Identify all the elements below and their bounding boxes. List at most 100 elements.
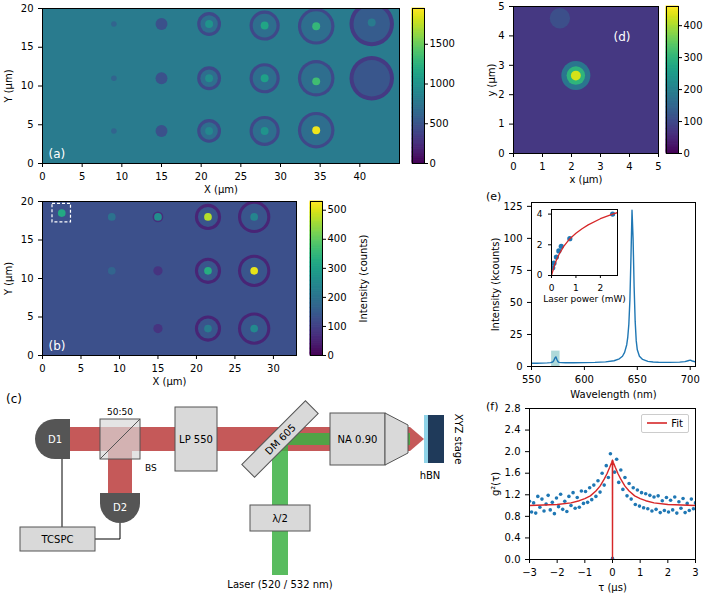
svg-text:30: 30 <box>274 171 287 182</box>
svg-text:BS: BS <box>145 463 157 473</box>
svg-text:1.2: 1.2 <box>505 489 521 500</box>
svg-text:0: 0 <box>27 350 33 361</box>
svg-text:0: 0 <box>609 567 615 578</box>
svg-text:2.8: 2.8 <box>505 403 521 414</box>
svg-text:100: 100 <box>328 321 347 332</box>
svg-text:25: 25 <box>229 363 242 374</box>
svg-text:(a): (a) <box>49 147 66 161</box>
svg-text:5: 5 <box>655 161 661 172</box>
svg-text:75: 75 <box>510 265 523 276</box>
svg-text:20: 20 <box>195 171 208 182</box>
svg-text:Intensity (counts): Intensity (counts) <box>358 234 369 322</box>
svg-text:35: 35 <box>314 171 327 182</box>
svg-text:50:50: 50:50 <box>107 407 133 417</box>
svg-text:300: 300 <box>328 263 347 274</box>
svg-text:Y (μm): Y (μm) <box>3 262 14 296</box>
svg-text:0: 0 <box>328 350 334 361</box>
svg-text:40: 40 <box>353 171 366 182</box>
svg-text:10: 10 <box>115 171 128 182</box>
svg-text:15: 15 <box>155 171 168 182</box>
svg-text:−2: −2 <box>550 567 565 578</box>
svg-text:x (μm): x (μm) <box>569 174 602 185</box>
svg-text:Laser power (mW): Laser power (mW) <box>543 294 626 304</box>
svg-text:0: 0 <box>684 148 690 159</box>
svg-text:2: 2 <box>598 283 604 293</box>
svg-text:TCSPC: TCSPC <box>41 534 74 545</box>
svg-text:4: 4 <box>498 30 504 41</box>
svg-text:X (μm): X (μm) <box>153 376 187 387</box>
svg-text:30: 30 <box>267 363 280 374</box>
svg-text:1: 1 <box>539 161 545 172</box>
svg-text:1: 1 <box>498 118 504 129</box>
svg-text:2: 2 <box>537 240 543 250</box>
svg-text:−1: −1 <box>577 567 592 578</box>
svg-text:650: 650 <box>628 374 647 385</box>
svg-text:5: 5 <box>27 119 33 130</box>
svg-text:100: 100 <box>684 116 703 127</box>
svg-text:20: 20 <box>190 363 203 374</box>
svg-text:D1: D1 <box>48 434 62 445</box>
svg-text:25: 25 <box>234 171 247 182</box>
svg-text:0: 0 <box>27 158 33 169</box>
svg-text:−3: −3 <box>522 567 537 578</box>
svg-text:550: 550 <box>522 374 541 385</box>
svg-text:400: 400 <box>684 20 703 31</box>
svg-text:DM 605: DM 605 <box>263 422 298 457</box>
svg-text:LP 550: LP 550 <box>179 434 213 445</box>
svg-text:500: 500 <box>430 118 449 129</box>
svg-text:2.0: 2.0 <box>505 446 521 457</box>
svg-text:4: 4 <box>537 209 543 219</box>
svg-text:Laser (520 / 532 nm): Laser (520 / 532 nm) <box>227 579 332 590</box>
svg-text:1: 1 <box>573 283 579 293</box>
svg-text:4: 4 <box>626 161 632 172</box>
svg-text:(b): (b) <box>49 339 66 353</box>
svg-text:5: 5 <box>27 311 33 322</box>
svg-text:3: 3 <box>597 161 603 172</box>
svg-text:0: 0 <box>498 148 504 159</box>
svg-text:125: 125 <box>503 201 522 212</box>
svg-text:1: 1 <box>637 567 643 578</box>
svg-text:0.0: 0.0 <box>505 554 521 565</box>
svg-text:3: 3 <box>692 567 698 578</box>
svg-text:1000: 1000 <box>430 78 455 89</box>
svg-text:10: 10 <box>21 80 34 91</box>
svg-text:600: 600 <box>575 374 594 385</box>
svg-text:0.4: 0.4 <box>505 532 521 543</box>
svg-text:20: 20 <box>21 3 34 14</box>
svg-text:Y (μm): Y (μm) <box>3 69 14 103</box>
svg-text:0: 0 <box>430 158 436 169</box>
svg-text:NA 0.90: NA 0.90 <box>338 434 378 445</box>
svg-text:y (μm): y (μm) <box>486 63 497 96</box>
svg-text:(d): (d) <box>614 30 631 44</box>
svg-text:hBN: hBN <box>420 470 441 481</box>
svg-text:2: 2 <box>665 567 671 578</box>
svg-text:200: 200 <box>684 84 703 95</box>
svg-text:XYZ stage: XYZ stage <box>453 414 464 465</box>
svg-text:5: 5 <box>79 171 85 182</box>
svg-text:1.6: 1.6 <box>505 467 521 478</box>
svg-text:X (μm): X (μm) <box>204 184 238 195</box>
svg-text:400: 400 <box>328 233 347 244</box>
svg-text:2: 2 <box>498 89 504 100</box>
svg-text:300: 300 <box>684 52 703 63</box>
svg-text:25: 25 <box>510 329 523 340</box>
svg-text:D2: D2 <box>113 502 127 513</box>
svg-text:200: 200 <box>328 292 347 303</box>
svg-text:50: 50 <box>510 297 523 308</box>
svg-text:0: 0 <box>516 361 522 372</box>
svg-text:15: 15 <box>21 234 34 245</box>
svg-text:0: 0 <box>510 161 516 172</box>
svg-text:0: 0 <box>39 171 45 182</box>
svg-text:2.4: 2.4 <box>505 424 521 435</box>
svg-text:15: 15 <box>21 41 34 52</box>
svg-text:Wavelength (nm): Wavelength (nm) <box>570 389 656 400</box>
svg-text:2: 2 <box>568 161 574 172</box>
svg-text:20: 20 <box>21 196 34 207</box>
svg-text:10: 10 <box>21 273 34 284</box>
svg-text:(c): (c) <box>6 392 22 406</box>
svg-text:λ/2: λ/2 <box>272 513 288 524</box>
svg-text:10: 10 <box>113 363 126 374</box>
svg-text:5: 5 <box>78 363 84 374</box>
svg-text:3: 3 <box>498 60 504 71</box>
svg-text:0.8: 0.8 <box>505 511 521 522</box>
